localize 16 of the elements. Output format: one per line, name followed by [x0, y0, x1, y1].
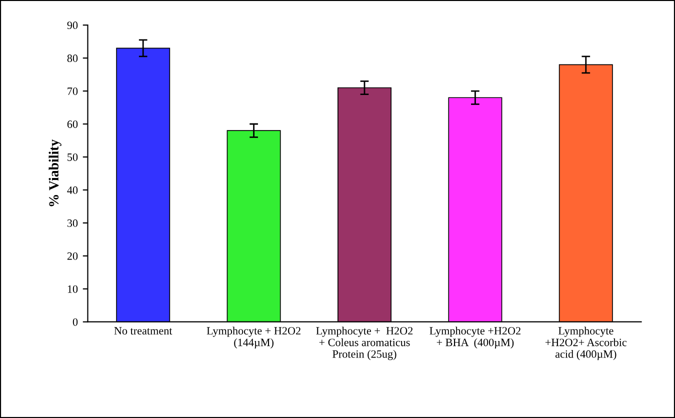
x-tick-label: Lymphocyte + H2O2 (144µM) — [206, 326, 300, 348]
y-tick-label: 80 — [67, 54, 78, 62]
y-tick-label: 50 — [68, 153, 78, 161]
y-tick-label: 10 — [68, 285, 78, 293]
x-tick-label: Lymphocyte +H2O2+ Ascorbic acid (400µM) — [545, 326, 627, 360]
y-tick-label: 40 — [67, 186, 78, 194]
y-tick-label: 20 — [67, 252, 78, 260]
y-tick-label: 70 — [68, 87, 78, 95]
y-tick-label: 90 — [67, 22, 78, 30]
x-tick-label: Lymphocyte +H2O2 + BHA (400µM) — [430, 326, 520, 348]
y-axis-title: % Viability — [48, 139, 62, 206]
y-tick-label: 60 — [67, 120, 78, 128]
y-tick-label: 30 — [67, 219, 78, 227]
x-tick-label: No treatment — [114, 327, 172, 335]
x-tick-label: Lymphocyte + H2O2 + Coleus aromaticus Protein (25ug) — [316, 326, 413, 360]
y-tick-label: 0 — [72, 318, 78, 326]
